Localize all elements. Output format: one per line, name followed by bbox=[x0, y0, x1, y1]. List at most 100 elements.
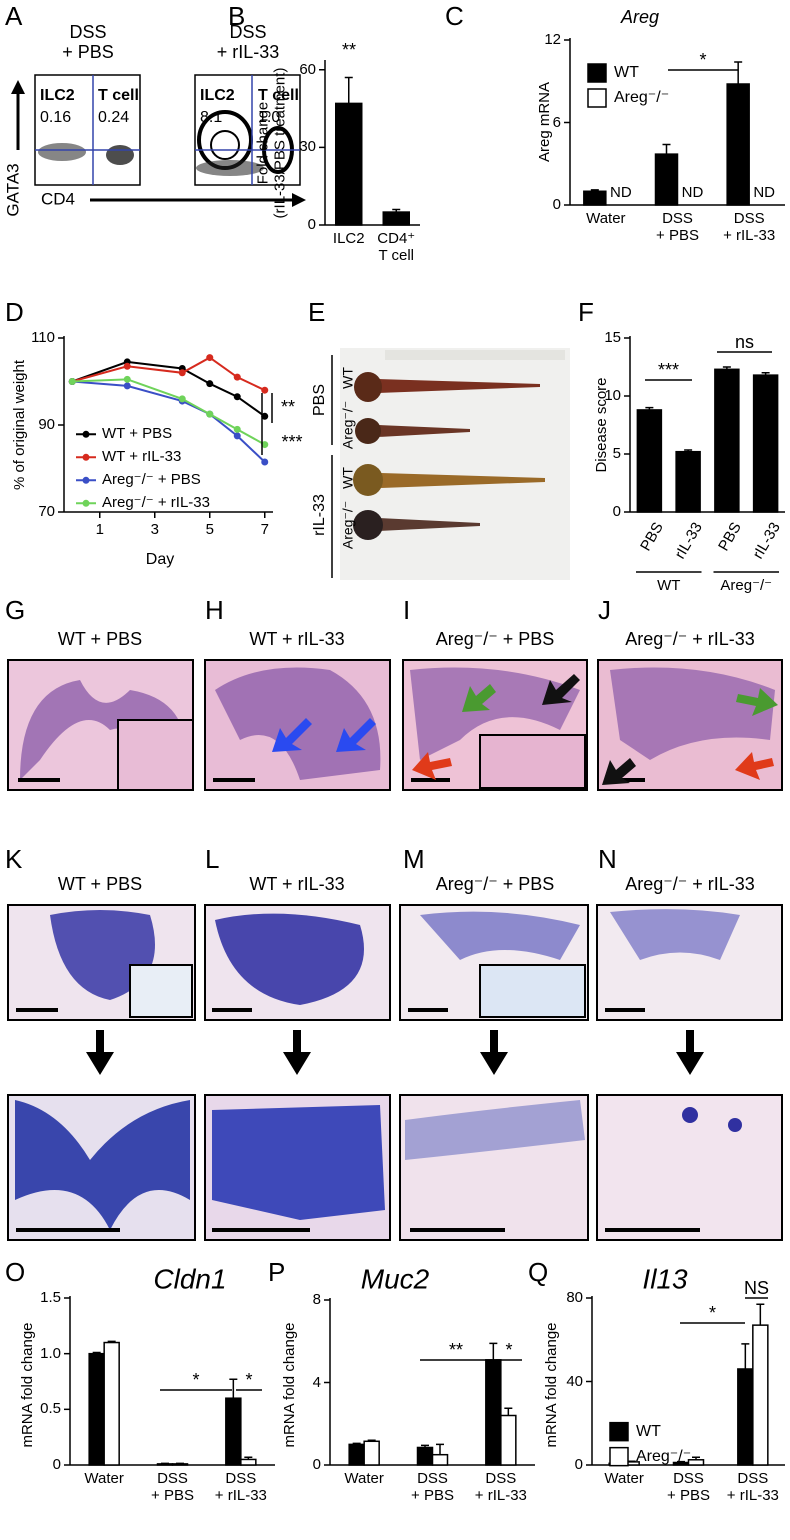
x-tick-label: 3 bbox=[150, 520, 159, 538]
point bbox=[261, 458, 269, 466]
tissue bbox=[728, 1118, 742, 1132]
inset bbox=[117, 719, 194, 791]
tissue bbox=[420, 911, 580, 960]
error-bar bbox=[244, 1456, 253, 1460]
down-arrow bbox=[283, 1030, 311, 1075]
panel-letter: I bbox=[403, 595, 411, 625]
legend-swatch bbox=[587, 63, 607, 83]
treatment-label: rIL-33 bbox=[311, 494, 329, 536]
down-arrow bbox=[480, 1030, 508, 1075]
panel-title: Areg⁻/⁻ + rIL-33 bbox=[625, 874, 755, 895]
flow-plots bbox=[11, 74, 306, 207]
tissue bbox=[215, 667, 381, 780]
gate-name: T cell bbox=[98, 87, 139, 105]
bar bbox=[363, 1440, 380, 1466]
ruler bbox=[385, 350, 565, 360]
error-bar bbox=[677, 1460, 685, 1463]
error-bar bbox=[344, 76, 353, 104]
point bbox=[178, 395, 186, 403]
tissue bbox=[610, 667, 775, 760]
treatment-label: PBS bbox=[311, 383, 329, 417]
y-axis-label: % of original weight bbox=[10, 359, 28, 491]
gate-name: ILC2 bbox=[200, 87, 235, 105]
point bbox=[123, 375, 131, 383]
bar bbox=[714, 368, 740, 513]
error-bar bbox=[684, 449, 693, 452]
error-bar bbox=[421, 1444, 429, 1448]
panel-title: Areg⁻/⁻ + rIL-33 bbox=[625, 629, 755, 650]
error-bar bbox=[352, 1442, 361, 1445]
significance-label: NS bbox=[743, 1278, 770, 1299]
point bbox=[233, 393, 241, 401]
group-label: Areg⁻/⁻ bbox=[720, 576, 773, 594]
bar bbox=[726, 83, 750, 206]
y-tick-label: 0 bbox=[552, 195, 561, 213]
x-tick-label: DSS + PBS bbox=[411, 1470, 454, 1504]
gate-value: 8.1 bbox=[200, 109, 223, 127]
y-tick-label: 4 bbox=[312, 1373, 321, 1391]
y-tick-label: 1.5 bbox=[40, 1288, 61, 1306]
panel-letter: J bbox=[598, 595, 611, 625]
panel-title: WT + PBS bbox=[57, 874, 143, 895]
panel-letter: F bbox=[578, 297, 594, 327]
series-line bbox=[72, 378, 266, 446]
bar bbox=[654, 153, 679, 206]
tissue bbox=[410, 667, 580, 760]
significance-label: *** bbox=[281, 432, 303, 453]
y-tick-label: 6 bbox=[552, 113, 561, 131]
significance-label: * bbox=[245, 1370, 253, 1391]
bar bbox=[225, 1397, 242, 1466]
error-bar bbox=[504, 1407, 513, 1416]
legend-marker bbox=[82, 430, 90, 438]
error-bar bbox=[734, 61, 743, 84]
plot-title: DSS + rIL-33 bbox=[216, 22, 280, 62]
axis-arrow-head bbox=[11, 80, 25, 94]
histology-image bbox=[399, 1094, 589, 1241]
error-bar bbox=[489, 1342, 498, 1360]
significance-label: ** bbox=[341, 40, 357, 61]
panel-letter: H bbox=[205, 595, 224, 625]
error-bar bbox=[627, 1460, 636, 1462]
panel-letter: B bbox=[228, 1, 246, 31]
point bbox=[261, 441, 269, 449]
panel-letter: O bbox=[5, 1257, 26, 1287]
legend-label: Areg⁻/⁻ + PBS bbox=[102, 471, 201, 489]
bar bbox=[416, 1446, 434, 1466]
significance-label: ** bbox=[448, 1340, 464, 1361]
y-tick-label: 110 bbox=[31, 328, 55, 346]
x-tick-label: 5 bbox=[205, 520, 214, 538]
y-tick-label: 0.5 bbox=[40, 1400, 61, 1418]
legend-label: Areg⁻/⁻ bbox=[614, 89, 670, 107]
bar bbox=[348, 1443, 365, 1466]
error-bar bbox=[176, 1462, 184, 1465]
y-tick-label: 10 bbox=[604, 386, 621, 404]
bar bbox=[752, 374, 779, 513]
bar bbox=[335, 102, 363, 226]
bar bbox=[88, 1352, 105, 1466]
y-tick-label: 90 bbox=[38, 415, 55, 433]
genotype-label: Areg⁻/⁻ bbox=[339, 500, 356, 550]
value-label: ND bbox=[609, 183, 632, 201]
x-tick-label: ILC2 bbox=[332, 230, 365, 247]
legend-label: Areg⁻/⁻ + rIL-33 bbox=[102, 494, 210, 512]
panel-letter: E bbox=[308, 297, 326, 327]
bar bbox=[500, 1414, 517, 1466]
y-axis-label: Areg mRNA bbox=[535, 81, 553, 163]
chart-title: Areg bbox=[620, 7, 660, 28]
point bbox=[68, 378, 76, 385]
chart-title: Muc2 bbox=[360, 1263, 430, 1295]
legend-label: Areg⁻/⁻ bbox=[636, 1447, 692, 1465]
arrow bbox=[272, 718, 312, 752]
y-tick-label: 80 bbox=[566, 1288, 583, 1306]
cell-cloud bbox=[106, 145, 134, 165]
legend-swatch bbox=[587, 88, 607, 108]
y-axis-label: mRNA fold change bbox=[18, 1322, 36, 1448]
legend-label: WT bbox=[636, 1422, 661, 1440]
he-sections bbox=[7, 659, 783, 791]
arrow bbox=[735, 752, 774, 780]
x-axis-label: Day bbox=[145, 551, 175, 569]
colon bbox=[378, 379, 540, 393]
inset bbox=[129, 964, 193, 1018]
tissue bbox=[212, 1105, 385, 1220]
